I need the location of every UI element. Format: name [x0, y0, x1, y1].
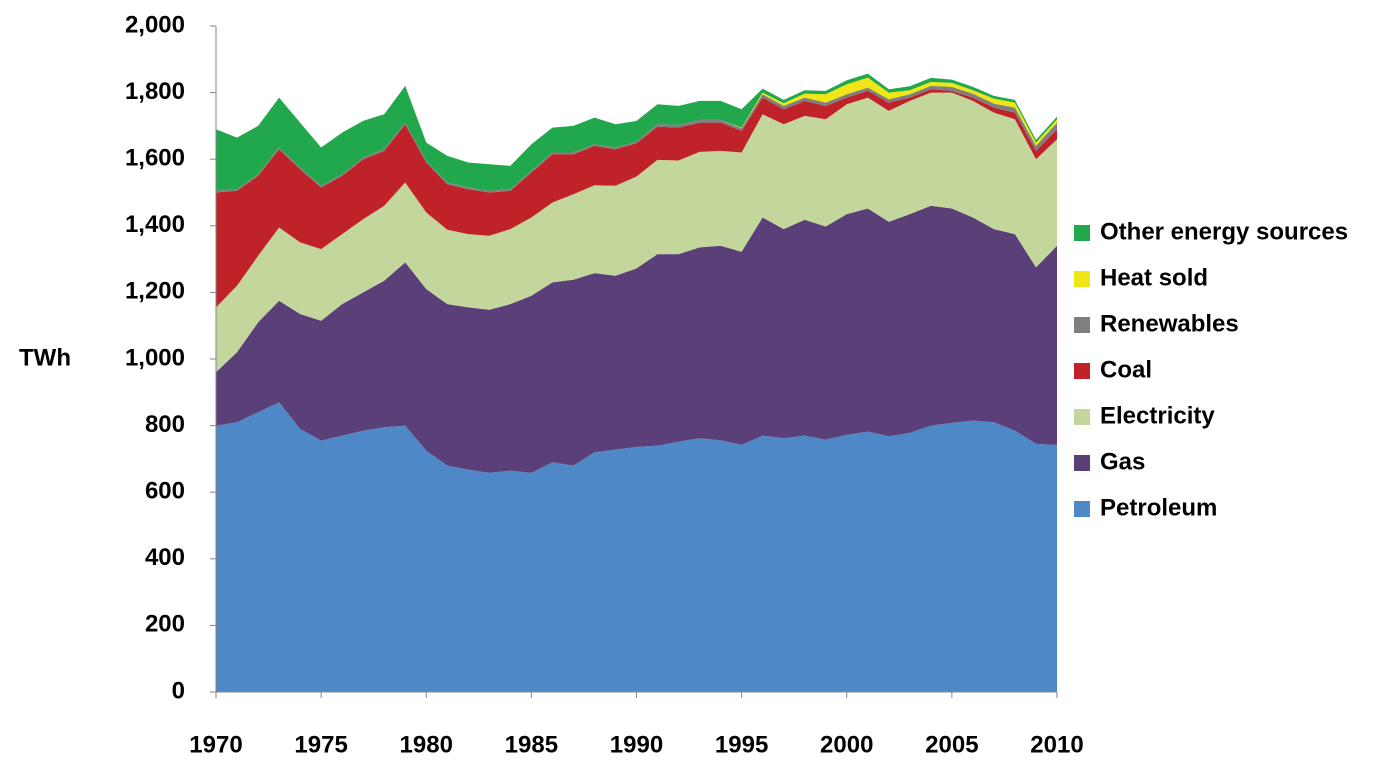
- legend-label: Renewables: [1100, 310, 1239, 337]
- y-tick-label: 1,400: [125, 211, 185, 238]
- y-tick-label: 0: [172, 677, 185, 704]
- x-tick-label: 2000: [820, 731, 873, 758]
- y-tick-label: 400: [145, 544, 185, 571]
- y-tick-label: 1,000: [125, 344, 185, 371]
- legend-label: Electricity: [1100, 402, 1215, 429]
- y-tick-label: 1,600: [125, 145, 185, 172]
- legend-label: Heat sold: [1100, 264, 1208, 291]
- legend-label: Coal: [1100, 356, 1152, 383]
- x-tick-label: 1980: [400, 731, 453, 758]
- legend-label: Petroleum: [1100, 494, 1217, 521]
- area: [216, 89, 1057, 308]
- x-tick-label: 1995: [715, 731, 768, 758]
- y-tick-label: 800: [145, 411, 185, 438]
- x-tick-label: 2005: [925, 731, 978, 758]
- legend-swatch: [1074, 363, 1090, 379]
- legend-swatch: [1074, 455, 1090, 471]
- area: [216, 92, 1057, 373]
- x-tick-label: 2010: [1030, 731, 1083, 758]
- y-tick-label: 200: [145, 611, 185, 638]
- legend-label: Other energy sources: [1100, 218, 1348, 245]
- y-tick-label: 1,800: [125, 78, 185, 105]
- area: [216, 205, 1057, 473]
- x-tick-label: 1970: [189, 731, 242, 758]
- x-tick-label: 1985: [505, 731, 558, 758]
- legend-swatch: [1074, 317, 1090, 333]
- y-tick-label: 2,000: [125, 11, 185, 38]
- legend-swatch: [1074, 225, 1090, 241]
- x-tick-label: 1975: [294, 731, 347, 758]
- legend-swatch: [1074, 501, 1090, 517]
- y-tick-label: 600: [145, 478, 185, 505]
- legend-label: Gas: [1100, 448, 1145, 475]
- legend-swatch: [1074, 409, 1090, 425]
- area: [216, 85, 1057, 193]
- x-tick-label: 1990: [610, 731, 663, 758]
- y-tick-label: 1,200: [125, 278, 185, 305]
- y-axis-label: TWh: [19, 344, 71, 371]
- area: [216, 73, 1057, 191]
- legend-swatch: [1074, 271, 1090, 287]
- area: [216, 402, 1057, 692]
